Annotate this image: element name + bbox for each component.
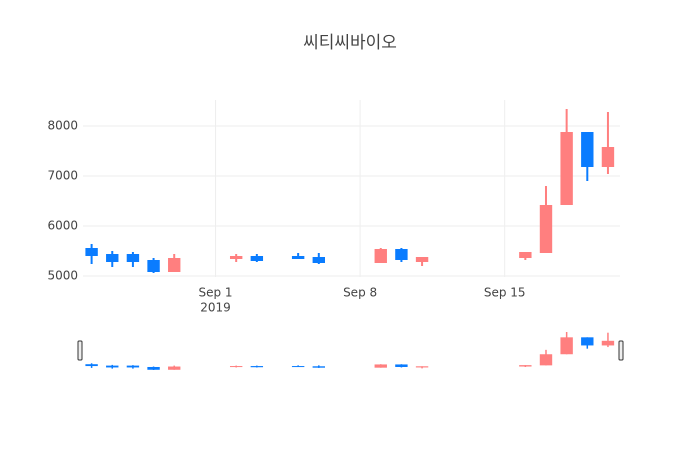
candle-body <box>229 366 243 368</box>
candle-body <box>291 256 305 259</box>
candle-body <box>126 365 140 368</box>
candle-body <box>415 257 429 262</box>
candle-body <box>560 132 573 205</box>
candle-body <box>581 132 594 167</box>
candle-body <box>581 337 594 346</box>
candle-body <box>374 249 387 263</box>
x-tick-label: Sep 15 <box>484 286 526 300</box>
candle-body <box>374 364 387 368</box>
candle-body <box>291 366 305 368</box>
candle-body <box>312 257 325 263</box>
chart-title: 씨티씨바이오 <box>303 33 397 53</box>
candle-body <box>168 366 181 370</box>
candle-body <box>395 364 408 367</box>
candle-body <box>415 366 429 368</box>
x-tick-label: Sep 8 <box>343 286 377 300</box>
candle-body <box>106 254 119 262</box>
candle-body <box>85 248 98 256</box>
candle-body <box>519 365 532 367</box>
candle-body <box>601 340 615 346</box>
candle-body <box>519 252 532 258</box>
candle-body <box>229 256 243 259</box>
candle-body <box>147 260 160 272</box>
x-tick-label: Sep 1 <box>198 286 232 300</box>
candle-body <box>147 366 160 370</box>
candle-body <box>560 337 573 355</box>
candle-body <box>395 249 408 260</box>
y-tick-label: 6000 <box>47 219 78 233</box>
candle-body <box>312 366 325 368</box>
candle-body <box>168 258 181 272</box>
candle-body <box>126 254 140 262</box>
y-tick-label: 7000 <box>47 169 78 183</box>
candle-body <box>250 256 264 261</box>
range-slider-handle <box>77 340 83 361</box>
y-tick-label: 5000 <box>47 269 78 283</box>
candle-body <box>106 365 119 368</box>
candle-body <box>85 364 98 367</box>
candle-body <box>250 366 264 368</box>
range-slider-handle <box>618 340 624 361</box>
candle-body <box>539 354 553 366</box>
y-tick-label: 8000 <box>47 119 78 133</box>
candle-body <box>539 205 553 253</box>
x-year-label: 2019 <box>200 301 231 315</box>
candle-body <box>601 147 615 167</box>
